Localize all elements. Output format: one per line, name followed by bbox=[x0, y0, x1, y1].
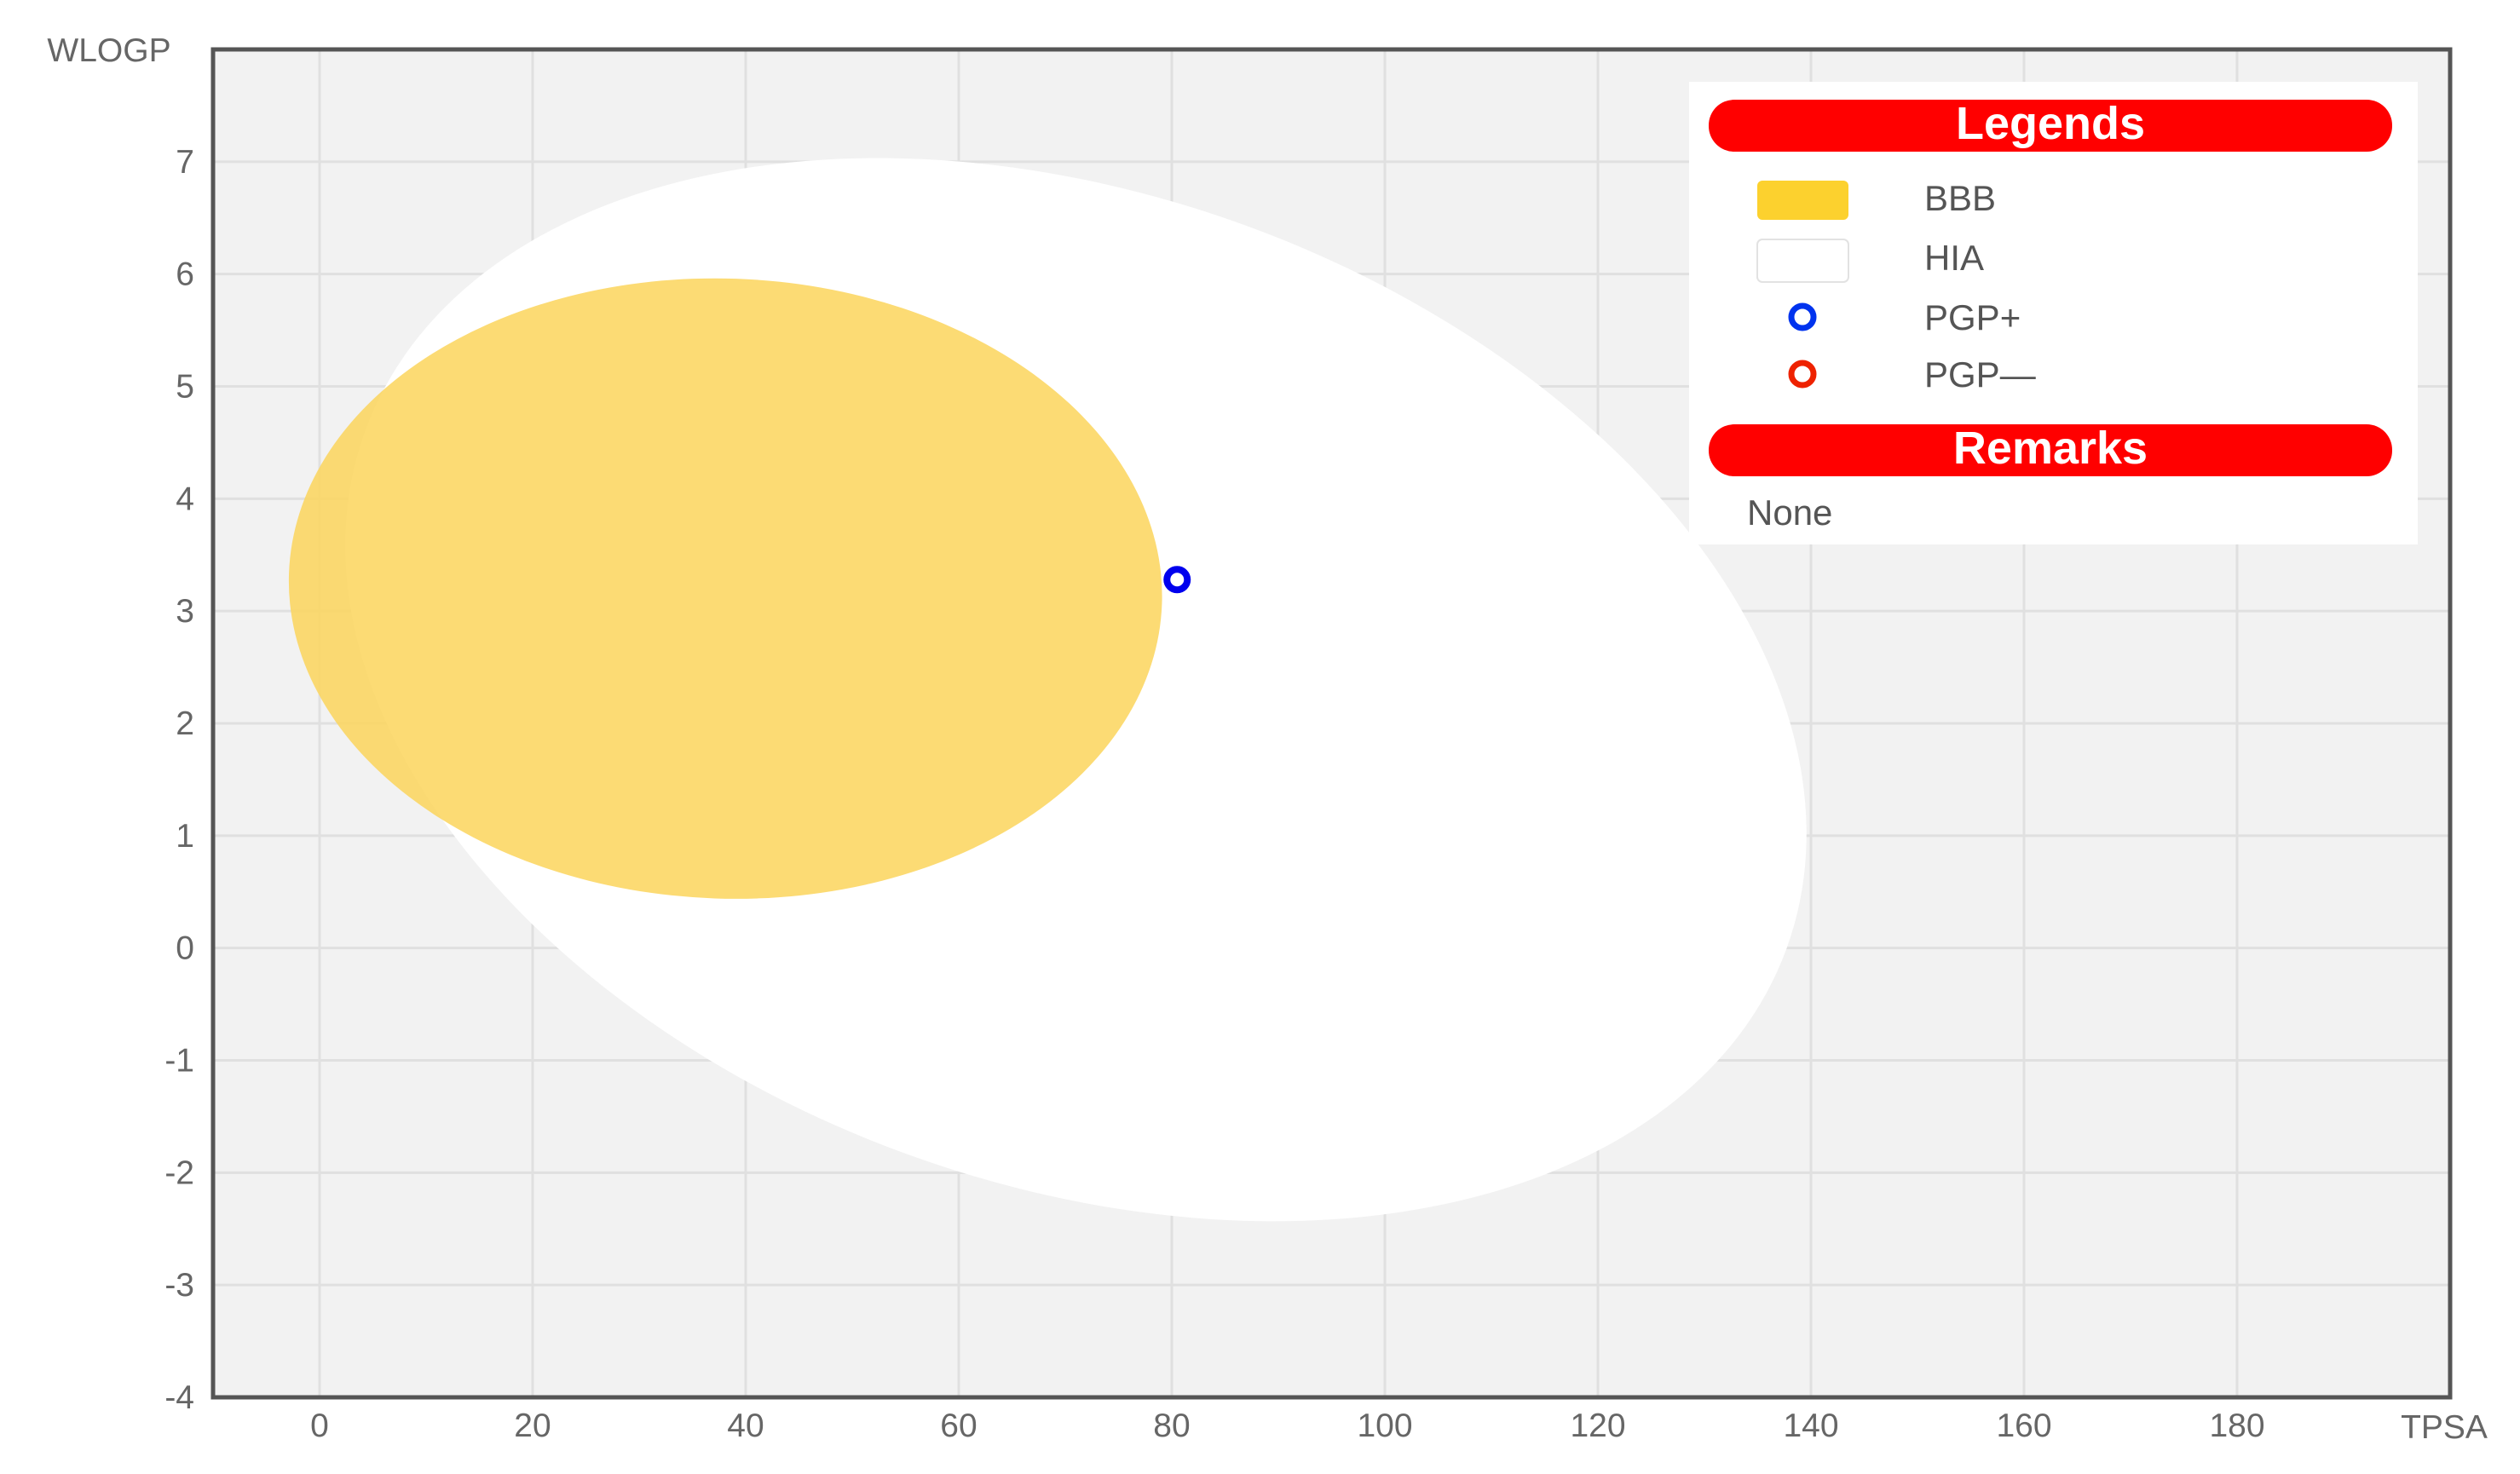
bbb-region bbox=[288, 278, 1162, 899]
x-tick-label: 80 bbox=[1153, 1408, 1190, 1444]
regions bbox=[288, 158, 1807, 1222]
legend-title: Legends bbox=[1956, 98, 2145, 149]
x-tick-label: 180 bbox=[2209, 1408, 2264, 1444]
remarks-text: None bbox=[1747, 492, 1832, 533]
y-tick-label: -2 bbox=[164, 1154, 194, 1191]
remarks-header bbox=[1709, 424, 2392, 476]
x-tick-label: 0 bbox=[310, 1408, 329, 1444]
x-tick-label: 120 bbox=[1570, 1408, 1625, 1444]
y-tick-label: 3 bbox=[176, 593, 194, 630]
tick-labels: 0 20 40 60 80 100 120 140 160 180 -4 -3 -2 -1 0 1 2 3 4 5 6 7 bbox=[164, 144, 2264, 1444]
x-tick-label: 100 bbox=[1357, 1408, 1412, 1444]
y-tick-label: 7 bbox=[176, 144, 194, 181]
legend-item-pgp-minus: PGP— bbox=[1924, 354, 2036, 394]
legend-item-hia: HIA bbox=[1924, 238, 1984, 278]
remarks-title: Remarks bbox=[1953, 423, 2148, 474]
x-tick-label: 20 bbox=[514, 1408, 551, 1444]
y-tick-label: 1 bbox=[176, 818, 194, 855]
x-axis-label: TPSA bbox=[2401, 1409, 2488, 1446]
pgp-minus-marker bbox=[1788, 360, 1817, 389]
y-tick-label: -1 bbox=[164, 1043, 194, 1080]
data-points bbox=[1163, 566, 1191, 594]
bbb-swatch bbox=[1757, 181, 1848, 220]
y-tick-label: -4 bbox=[164, 1379, 194, 1416]
pgp-plus-marker bbox=[1788, 302, 1817, 331]
legend-header bbox=[1709, 100, 2392, 152]
y-tick-label: 2 bbox=[176, 705, 194, 742]
y-tick-label: -3 bbox=[164, 1267, 194, 1304]
pgp-plus-point bbox=[1163, 566, 1191, 594]
x-tick-label: 40 bbox=[727, 1408, 764, 1444]
y-tick-label: 0 bbox=[176, 930, 194, 967]
y-tick-label: 4 bbox=[176, 481, 194, 517]
x-tick-label: 60 bbox=[940, 1408, 977, 1444]
legend-panel: Legends BBB HIA PGP+ PGP— Remarks None bbox=[1689, 82, 2418, 544]
y-tick-label: 6 bbox=[176, 256, 194, 293]
y-axis-label: WLOGP bbox=[47, 32, 170, 69]
x-tick-label: 140 bbox=[1783, 1408, 1838, 1444]
y-tick-label: 5 bbox=[176, 369, 194, 406]
legend-item-bbb: BBB bbox=[1924, 178, 1996, 218]
plot-frame bbox=[210, 47, 2453, 1400]
legend-item-pgp-plus: PGP+ bbox=[1924, 297, 2021, 337]
hia-swatch bbox=[1756, 239, 1849, 283]
x-tick-label: 160 bbox=[1996, 1408, 2051, 1444]
